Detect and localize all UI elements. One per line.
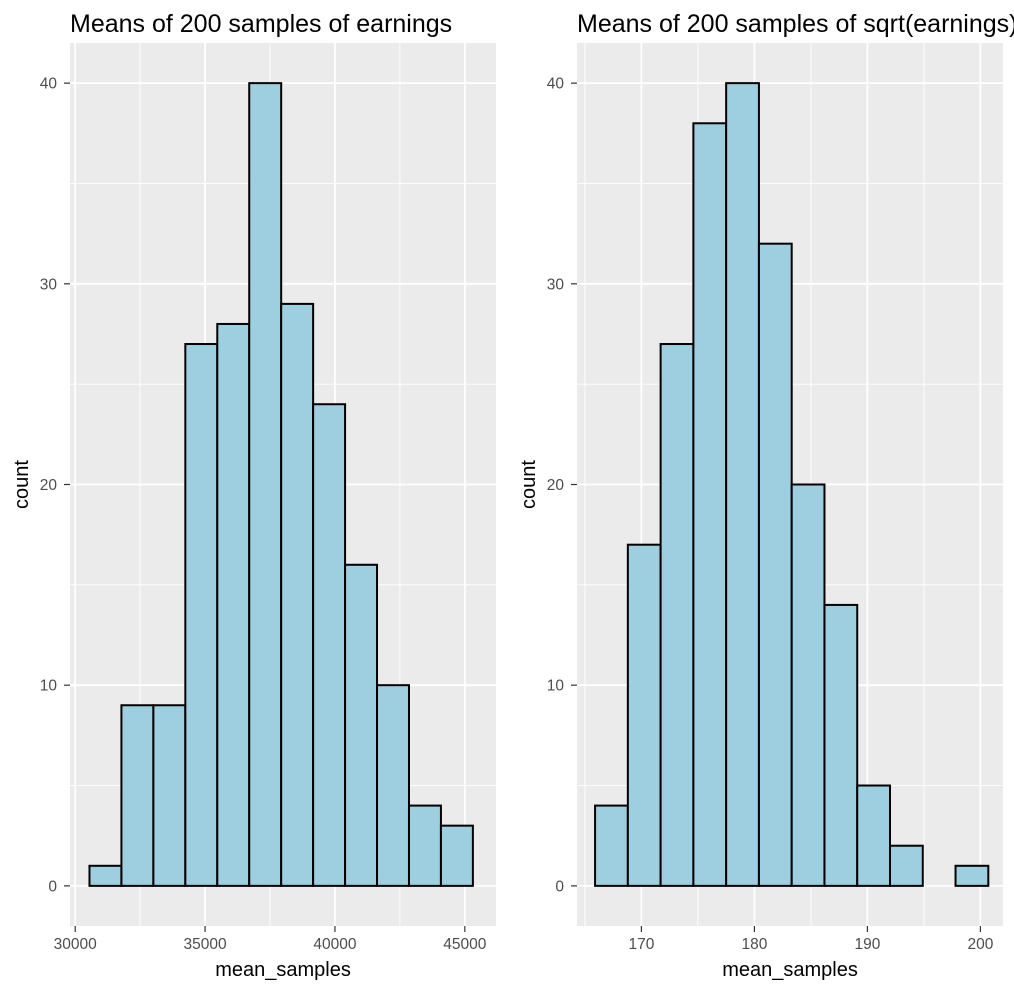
x-tick-label: 180 [741,936,767,953]
histogram-bar [216,322,251,887]
histogram-bar [248,82,283,887]
y-tick-label: 40 [547,76,565,93]
y-tick-label: 0 [48,878,57,895]
histogram-bar [626,543,662,887]
histogram-bar [88,864,123,887]
x-tick-label: 170 [628,936,654,953]
histogram-bar [856,784,892,887]
y-tick-label: 10 [40,678,58,695]
histogram-bar [692,122,728,887]
histogram-bar [823,603,859,887]
histogram-bar [954,864,990,887]
y-tick-label: 20 [547,477,565,494]
x-tick-label: 190 [854,936,880,953]
x-axis-title: mean_samples [722,959,858,981]
x-tick-label: 30000 [54,936,97,953]
x-tick-label: 35000 [184,936,227,953]
y-tick-label: 40 [40,76,58,93]
y-tick-label: 20 [40,477,58,494]
histogram-bar [790,483,826,887]
y-tick-label: 30 [547,276,565,293]
histogram-bar [120,704,155,887]
y-axis-title: count [11,460,33,509]
histogram-bar [439,824,474,887]
histogram-earnings: 30000 35000 40000 45000 0 10 20 30 40 mean_sample… [11,10,496,981]
histogram-bar [312,403,347,887]
x-tick-label: 40000 [313,936,356,953]
x-tick-label: 45000 [443,936,486,953]
y-axis-title: count [518,460,540,509]
histogram-bar [889,844,924,887]
histogram-bar [280,302,315,887]
x-axis-title: mean_samples [215,959,351,981]
histogram-sqrt-earnings: 170 180 190 200 0 10 20 30 40 mean_samples count Me… [518,10,1014,981]
y-tick-label: 30 [40,276,58,293]
y-tick-label: 0 [555,878,564,895]
chart-title: Means of 200 samples of sqrt(earnings) [577,10,1014,38]
histogram-bar [376,684,410,887]
histogram-bar [184,343,219,887]
histogram-bar [152,704,187,887]
histogram-bar [757,242,793,887]
histogram-bar [659,343,695,887]
histogram-bar [407,804,442,887]
histogram-bar [594,804,629,887]
chart-title: Means of 200 samples of earnings [70,10,452,38]
y-tick-label: 10 [547,678,565,695]
histogram-bar [725,82,760,887]
histogram-bar [344,563,379,887]
x-tick-label: 200 [967,936,993,953]
